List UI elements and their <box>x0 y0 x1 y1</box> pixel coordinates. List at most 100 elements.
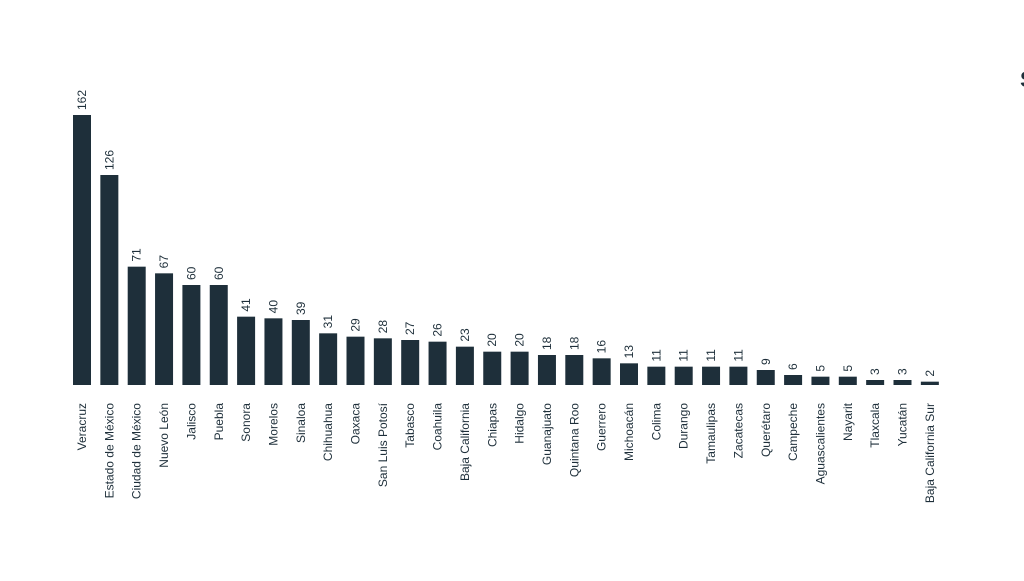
value-label: 60 <box>184 266 198 280</box>
category-label: Nuevo León <box>157 403 171 468</box>
category-label: Sinaloa <box>294 403 308 443</box>
value-label: 13 <box>622 345 636 359</box>
bar <box>100 175 119 385</box>
bar <box>346 336 365 385</box>
bar <box>155 273 174 385</box>
category-label: Aguascalientes <box>813 403 827 484</box>
value-label: 71 <box>130 248 144 262</box>
bar <box>674 366 693 385</box>
value-label: 11 <box>677 349 691 362</box>
bar <box>455 346 474 385</box>
category-label: Morelos <box>266 403 280 446</box>
value-label: 39 <box>294 301 308 315</box>
bar <box>811 376 830 385</box>
value-label: 18 <box>540 336 554 350</box>
category-label: Guanajuato <box>540 403 554 465</box>
bar <box>647 366 666 385</box>
category-label: Coahuila <box>431 403 445 451</box>
category-label: Zacatecas <box>731 403 745 458</box>
bar-group <box>73 115 939 385</box>
value-label: 31 <box>321 315 335 329</box>
bar <box>702 366 721 385</box>
category-label: Baja California <box>458 403 472 481</box>
value-label: 41 <box>239 298 253 312</box>
value-label: 40 <box>266 300 280 314</box>
bar <box>401 340 420 385</box>
category-label: Querétaro <box>759 403 773 457</box>
bar <box>756 370 775 385</box>
bar <box>565 355 584 385</box>
bar <box>264 318 283 385</box>
category-label: Tamaulipas <box>704 403 718 464</box>
value-label: 26 <box>431 323 445 337</box>
value-label: 5 <box>813 365 827 372</box>
cropped-edge-text: S <box>1020 67 1024 92</box>
category-label: Sonora <box>239 403 253 442</box>
value-label: 23 <box>458 328 472 342</box>
category-label: Estado de México <box>102 403 116 499</box>
bar <box>127 266 146 385</box>
value-label: 11 <box>649 349 663 362</box>
category-label: Hidalgo <box>513 403 527 444</box>
category-label: Colima <box>649 403 663 441</box>
bar <box>237 316 256 385</box>
category-label: Durango <box>677 403 691 449</box>
category-label: Michoacán <box>622 403 636 461</box>
value-label: 5 <box>841 365 855 372</box>
bar <box>182 285 201 385</box>
value-label: 20 <box>513 333 527 347</box>
value-label: 2 <box>923 370 937 377</box>
bar <box>319 333 338 385</box>
bar <box>620 363 638 385</box>
bar <box>592 358 611 385</box>
bar <box>784 375 803 385</box>
category-label: Tlaxcala <box>868 403 882 448</box>
category-label: Yucatán <box>896 403 910 446</box>
bar <box>428 341 447 385</box>
value-label: 29 <box>349 318 363 332</box>
bar <box>537 355 556 385</box>
value-label: 18 <box>567 336 581 350</box>
bar <box>483 351 502 385</box>
bar <box>209 285 228 385</box>
category-label: Guerrero <box>595 403 609 451</box>
bar <box>73 115 91 385</box>
category-label: Puebla <box>212 403 226 441</box>
value-label: 162 <box>75 90 89 110</box>
value-label: 27 <box>403 321 417 335</box>
value-label: 9 <box>759 358 773 365</box>
value-label: 28 <box>376 320 390 334</box>
value-label: 11 <box>731 349 745 362</box>
category-label: Ciudad de México <box>130 403 144 499</box>
category-label: Nayarit <box>841 402 855 441</box>
bar <box>373 338 392 385</box>
bar <box>920 381 939 385</box>
value-label: 11 <box>704 349 718 362</box>
bar <box>893 380 912 385</box>
value-label: 20 <box>485 333 499 347</box>
category-label: Jalisco <box>184 403 198 440</box>
value-label: 3 <box>896 368 910 375</box>
value-label: 6 <box>786 363 800 370</box>
value-label: 60 <box>212 266 226 280</box>
value-label: 67 <box>157 255 171 269</box>
bar <box>866 380 885 385</box>
value-label: 16 <box>595 340 609 354</box>
category-label-group: Veracruz Estado de México Ciudad de México… <box>75 402 937 503</box>
category-label: Quintana Roo <box>567 403 581 477</box>
category-label: Campeche <box>786 403 800 461</box>
bar <box>729 366 748 385</box>
category-label: Oaxaca <box>349 403 363 445</box>
category-label: Baja California Sur <box>923 403 937 503</box>
bar <box>510 351 529 385</box>
category-label: Veracruz <box>75 403 89 450</box>
value-label: 126 <box>102 150 116 170</box>
category-label: Chihuahua <box>321 403 335 461</box>
value-label: 3 <box>868 368 882 375</box>
bar <box>291 320 310 385</box>
category-label: San Luis Potosí <box>376 402 390 487</box>
bar <box>838 376 857 385</box>
category-label: Chiapas <box>485 403 499 447</box>
